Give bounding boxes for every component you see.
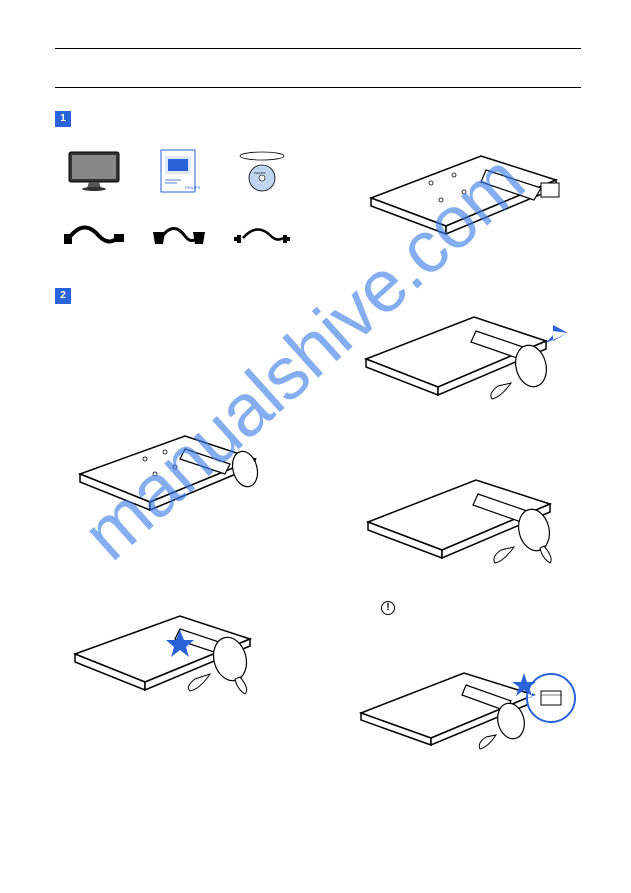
item-quickstart: PHILIPS xyxy=(139,145,217,195)
top-rule xyxy=(55,48,581,49)
quickstart-icon: PHILIPS xyxy=(143,146,213,194)
item-monitor xyxy=(55,145,133,195)
fig-left-facedown xyxy=(55,374,275,524)
right-column: ! xyxy=(346,108,581,786)
item-cd: PHILIPS xyxy=(223,145,301,195)
note-marker: ! xyxy=(381,601,395,615)
fig-r3 xyxy=(346,434,576,574)
item-power-cable xyxy=(55,207,133,257)
left-column: 1 PHILIPS xyxy=(55,108,310,744)
fig-left-attach xyxy=(55,559,275,709)
svg-text:PHILIPS: PHILIPS xyxy=(185,185,201,190)
fig-r2 xyxy=(346,271,576,411)
arrow-accent xyxy=(546,325,568,343)
monitor-icon xyxy=(59,146,129,194)
step-1-badge: 1 xyxy=(55,111,71,127)
audio-cable-icon xyxy=(227,208,297,256)
fig-r1 xyxy=(346,108,576,248)
svg-text:PHILIPS: PHILIPS xyxy=(254,171,266,175)
power-cable-icon xyxy=(59,208,129,256)
item-audio-cable xyxy=(223,207,301,257)
step-2-badge: 2 xyxy=(55,288,71,304)
section-rule xyxy=(55,87,581,88)
item-vga-cable xyxy=(139,207,217,257)
fig-r4 xyxy=(346,623,576,763)
package-contents-grid: PHILIPS PHILIPS xyxy=(55,145,310,257)
cd-icon: PHILIPS xyxy=(227,146,297,194)
vga-cable-icon xyxy=(143,208,213,256)
